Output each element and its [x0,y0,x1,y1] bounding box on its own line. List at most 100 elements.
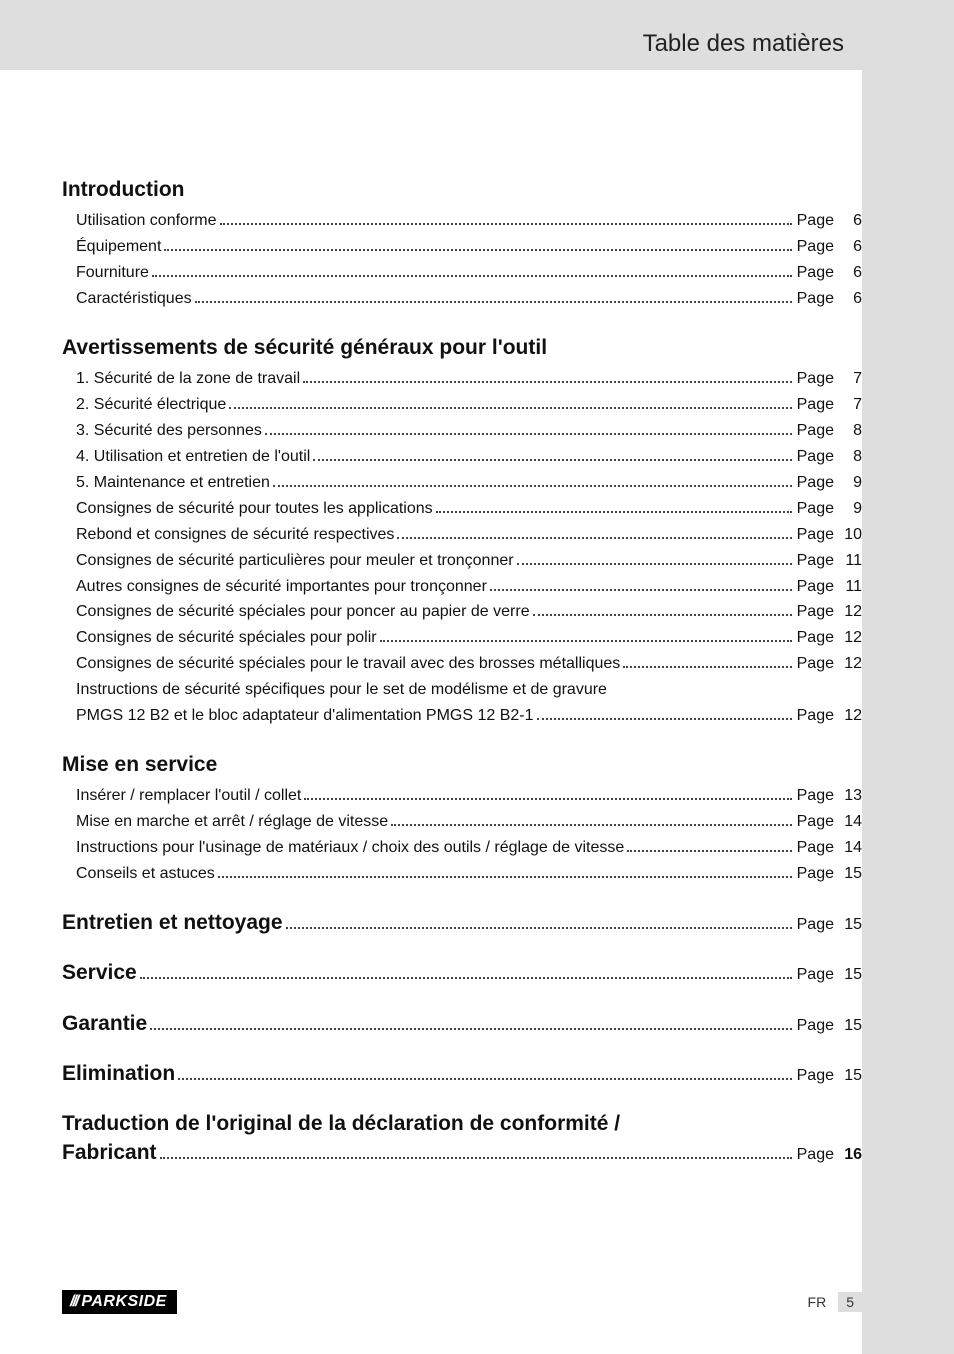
toc-entry: Mise en marche et arrêt / réglage de vit… [62,809,862,835]
page-number: 11 [834,574,862,600]
toc-entry-text: Équipement [76,234,161,260]
leader-dots [160,1140,792,1159]
page-number: 15 [834,964,862,986]
page-number: 10 [834,522,862,548]
leader-dots [150,1011,791,1030]
page-label: Page [797,1144,834,1166]
section-heading: Fabricant Page16 [62,1139,862,1167]
page-number: 6 [834,208,862,234]
section-heading: Entretien et nettoyagePage15 [62,909,862,937]
page-label: Page [797,548,834,574]
leader-dots [436,498,792,512]
toc-entry-text: Autres consignes de sécurité importantes… [76,574,487,600]
toc-entry: 2. Sécurité électriquePage7 [62,392,862,418]
toc-entry: 1. Sécurité de la zone de travail Page7 [62,366,862,392]
leader-dots [623,654,791,668]
leader-dots [178,1061,791,1080]
toc-entry: Autres consignes de sécurité importantes… [62,574,862,600]
page-label: Page [797,496,834,522]
leader-dots [380,628,792,642]
page-number: 9 [834,496,862,522]
section-heading-text: Mise en service [62,751,217,779]
toc-entry: Rebond et consignes de sécurité respecti… [62,522,862,548]
toc-entry: Fourniture Page6 [62,260,862,286]
leader-dots [229,395,791,409]
page-number: 6 [834,260,862,286]
toc-entry-text: Mise en marche et arrêt / réglage de vit… [76,809,388,835]
leader-dots [533,602,792,616]
toc-entry: Consignes de sécurité spéciales pour pol… [62,625,862,651]
brand-text: PARKSIDE [81,1293,167,1310]
leader-dots [391,812,791,826]
leader-dots [304,786,791,800]
section-heading-text: Traduction de l'original de la déclarati… [62,1110,620,1138]
header-title: Table des matières [643,30,862,58]
page-label: Page [797,286,834,312]
toc-entry: ÉquipementPage6 [62,234,862,260]
page-label: Page [797,703,834,729]
page: Table des matières Introduction Utilisati… [0,0,954,1354]
toc-entry: PMGS 12 B2 et le bloc adaptateur d'alime… [62,703,862,729]
toc-entry-text: Rebond et consignes de sécurité respecti… [76,522,394,548]
toc-entry-text: Caractéristiques [76,286,192,312]
toc-entry-text: Consignes de sécurité particulières pour… [76,548,514,574]
toc-entry-text: 3. Sécurité des personnes [76,418,262,444]
footer-lang: FR [808,1294,827,1310]
leader-dots [273,473,792,487]
brand-slashes-icon: /// [70,1293,77,1310]
leader-dots [313,447,791,461]
section-heading-text: Introduction [62,176,184,204]
toc-entry-text: 4. Utilisation et entretien de l'outil [76,444,310,470]
page-number: 7 [834,366,862,392]
toc-entry: Consignes de sécurité spéciales pour le … [62,651,862,677]
page-number: 8 [834,418,862,444]
page-label: Page [797,444,834,470]
leader-dots [627,838,791,852]
section-heading: ServicePage15 [62,959,862,987]
toc-entry-text: 2. Sécurité électrique [76,392,226,418]
toc-entry: 3. Sécurité des personnesPage8 [62,418,862,444]
leader-dots [164,237,791,251]
page-number: 9 [834,470,862,496]
page-label: Page [797,366,834,392]
section-heading-text: Entretien et nettoyage [62,909,283,937]
toc-entry: Consignes de sécurité spéciales pour pon… [62,599,862,625]
page-number: 15 [834,1015,862,1037]
page-number: 15 [834,861,862,887]
leader-dots [286,910,792,929]
page-label: Page [797,522,834,548]
page-label: Page [797,914,834,936]
page-label: Page [797,1015,834,1037]
section-heading: Introduction [62,176,862,204]
section-heading-text: Elimination [62,1060,175,1088]
toc-entry: Insérer / remplacer l'outil / collet Page… [62,783,862,809]
section-heading-text: Garantie [62,1010,147,1038]
section-heading-text: Fabricant [62,1139,157,1167]
toc-entry-text: Consignes de sécurité spéciales pour le … [76,651,620,677]
toc-entry: CaractéristiquesPage6 [62,286,862,312]
page-label: Page [797,470,834,496]
page-number: 14 [834,809,862,835]
section-heading: Garantie Page15 [62,1010,862,1038]
toc-entry: Consignes de sécurité pour toutes les ap… [62,496,862,522]
page-number: 16 [834,1144,862,1166]
brand-logo: /// PARKSIDE [62,1290,177,1314]
leader-dots [140,960,792,979]
page-label: Page [797,809,834,835]
page-number: 12 [834,599,862,625]
leader-dots [303,369,791,383]
leader-dots [265,421,792,435]
toc-entry: Utilisation conformePage6 [62,208,862,234]
page-number: 6 [834,234,862,260]
page-label: Page [797,260,834,286]
footer-right: FR 5 [808,1292,862,1312]
page-number: 12 [834,625,862,651]
leader-dots [397,524,791,538]
toc-entry: 4. Utilisation et entretien de l'outil Pa… [62,444,862,470]
page-label: Page [797,783,834,809]
toc-entry: 5. Maintenance et entretienPage9 [62,470,862,496]
toc-entry-text: 1. Sécurité de la zone de travail [76,366,300,392]
toc-entry-text: Insérer / remplacer l'outil / collet [76,783,301,809]
toc-entry-text: Fourniture [76,260,149,286]
page-label: Page [797,625,834,651]
